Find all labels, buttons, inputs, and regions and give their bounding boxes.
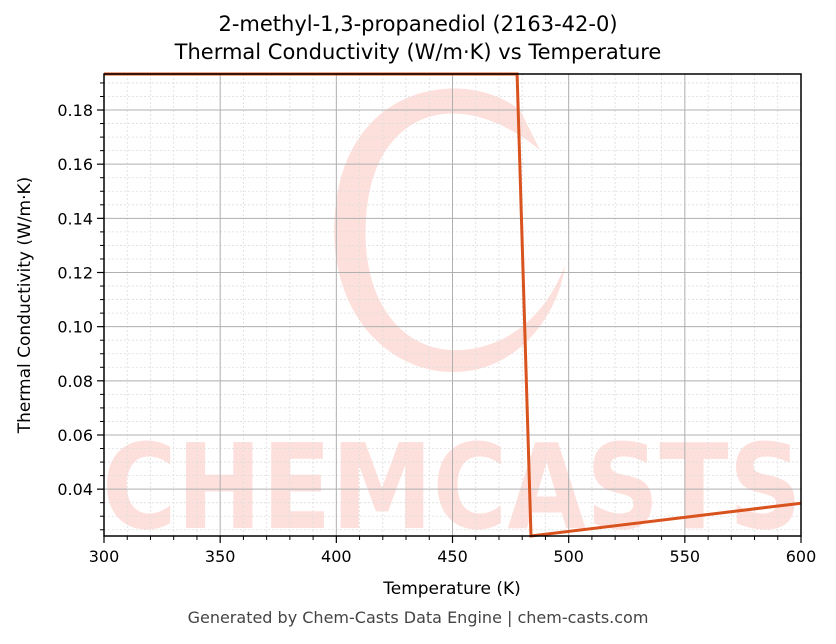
- x-tick-label: 300: [89, 547, 120, 566]
- footer-credit: Generated by Chem-Casts Data Engine | ch…: [187, 608, 649, 627]
- chart-title: 2-methyl-1,3-propanediol (2163-42-0): [218, 12, 618, 36]
- y-tick-label: 0.04: [57, 480, 93, 499]
- x-tick-label: 600: [786, 547, 817, 566]
- watermark-circle-icon: [334, 88, 565, 373]
- y-tick-label: 0.06: [57, 426, 93, 445]
- x-axis-label: Temperature (K): [382, 579, 521, 599]
- x-tick-label: 450: [437, 547, 468, 566]
- x-tick-label: 550: [670, 547, 701, 566]
- y-tick-label: 0.08: [57, 372, 93, 391]
- x-tick-label: 400: [321, 547, 352, 566]
- y-tick-label: 0.12: [57, 264, 93, 283]
- y-axis-label: Thermal Conductivity (W/m·K): [15, 177, 35, 435]
- y-tick-label: 0.10: [57, 318, 93, 337]
- x-tick-label: 350: [205, 547, 236, 566]
- y-tick-label: 0.18: [57, 101, 93, 120]
- x-tick-label: 500: [553, 547, 584, 566]
- y-tick-label: 0.16: [57, 155, 93, 174]
- y-tick-label: 0.14: [57, 209, 93, 228]
- axis-ticks: 300 350 400 450 500 550 600 0.04 0.06 0.08 0.10 0.1…: [57, 82, 817, 566]
- chart-subtitle: Thermal Conductivity (W/m·K) vs Temperat…: [174, 40, 662, 64]
